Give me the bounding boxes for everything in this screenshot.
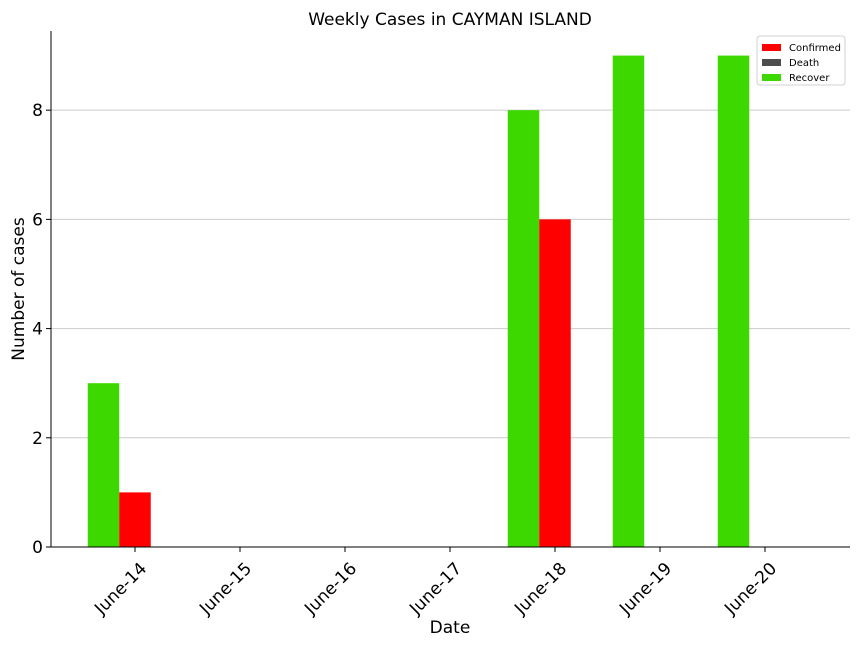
bar-recover-june-20 <box>717 55 750 547</box>
chart-title: Weekly Cases in CAYMAN ISLAND <box>308 10 592 30</box>
y-tick-label: 0 <box>32 538 43 558</box>
y-axis-title: Number of cases <box>9 217 29 361</box>
legend-label-recover: Recover <box>789 73 830 84</box>
bar-confirmed-june-18 <box>539 219 571 547</box>
y-tick-label: 8 <box>32 101 43 121</box>
bars <box>87 55 750 547</box>
legend: Confirmed Death Recover <box>756 35 846 86</box>
y-tick-label: 4 <box>32 320 43 340</box>
y-axis-ticks: 0 2 4 6 8 <box>32 101 51 558</box>
x-axis-ticks: June-14 June-15 June-16 June-17 June-18 June-… <box>90 547 781 620</box>
bar-confirmed-june-14 <box>119 492 151 547</box>
legend-swatch-recover <box>762 74 781 81</box>
x-tick-label: June-18 <box>510 559 571 620</box>
legend-swatch-death <box>762 59 781 66</box>
bar-recover-june-14 <box>87 383 120 547</box>
x-tick-label: June-17 <box>405 559 466 620</box>
legend-swatch-confirmed <box>762 44 781 51</box>
legend-label-confirmed: Confirmed <box>789 43 841 54</box>
legend-label-death: Death <box>789 58 819 69</box>
x-tick-label: June-15 <box>195 559 256 620</box>
x-axis-title: Date <box>430 618 471 638</box>
x-tick-label: June-19 <box>615 559 676 620</box>
x-tick-label: June-14 <box>90 559 151 620</box>
x-tick-label: June-16 <box>300 559 361 620</box>
gridlines <box>51 109 850 439</box>
bar-recover-june-18 <box>507 110 540 547</box>
x-tick-label: June-20 <box>720 559 781 620</box>
y-tick-label: 6 <box>32 210 43 230</box>
bar-recover-june-19 <box>612 55 645 547</box>
y-tick-label: 2 <box>32 429 43 449</box>
